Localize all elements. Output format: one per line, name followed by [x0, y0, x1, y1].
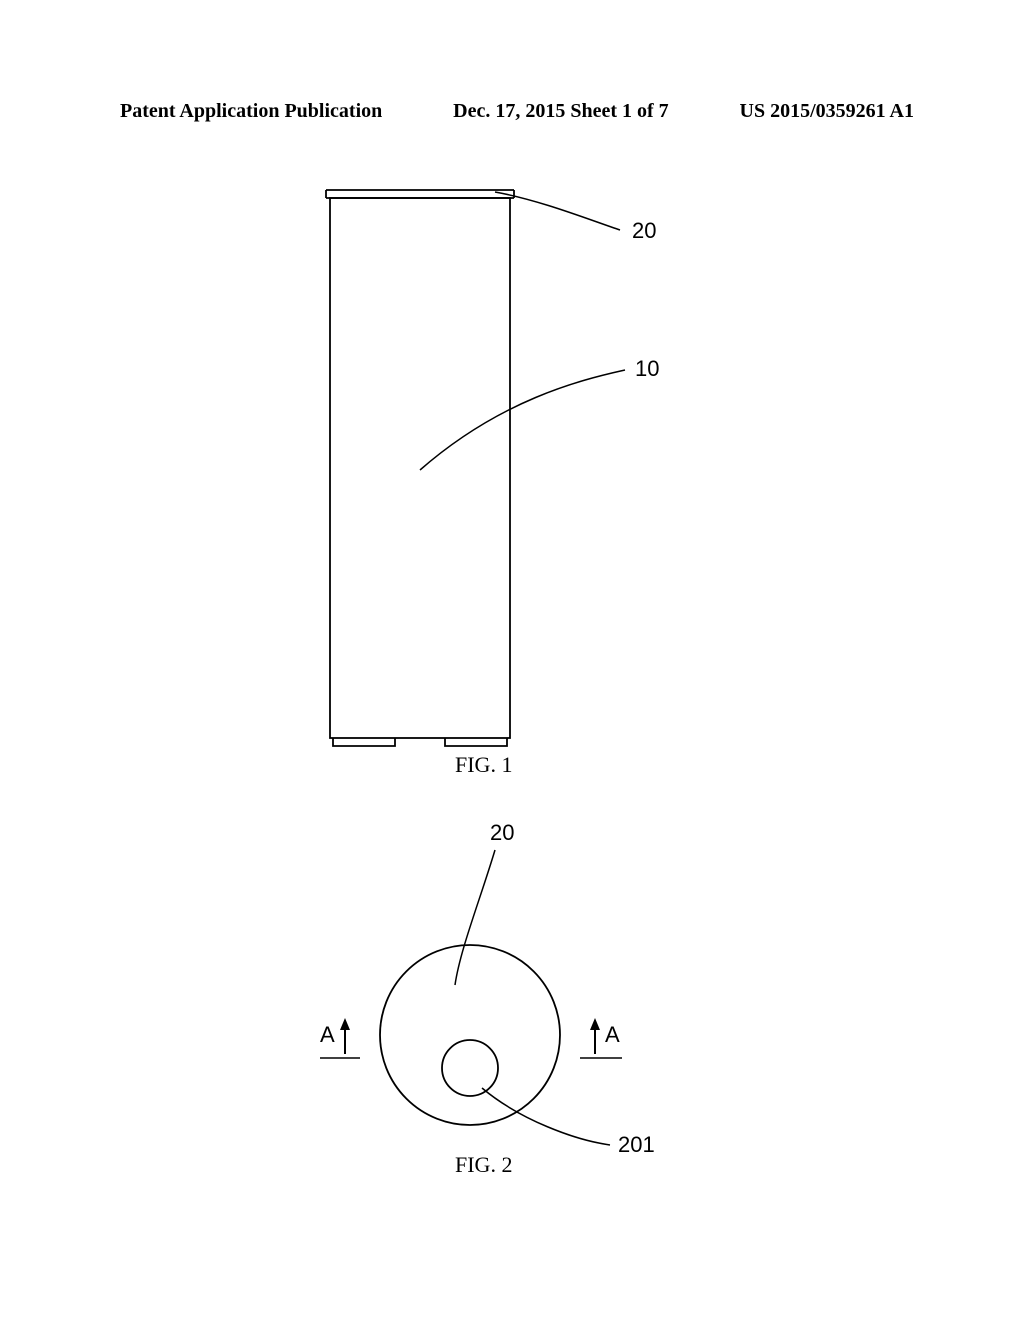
page-header: Patent Application Publication Dec. 17, …: [120, 100, 914, 123]
figure-area: 20 10 FIG. 1 20 201 A: [0, 170, 1024, 1190]
fig1-drawing: 20 10: [0, 170, 1024, 780]
fig2-section-right: A: [580, 1018, 622, 1058]
header-center: Dec. 17, 2015 Sheet 1 of 7: [453, 100, 669, 123]
header-left: Patent Application Publication: [120, 100, 382, 123]
svg-text:A: A: [320, 1022, 335, 1047]
fig2-label-20: 20: [490, 820, 514, 845]
fig2-drawing: 20 201 A A: [0, 810, 1024, 1190]
fig1-label-20: 20: [632, 218, 656, 243]
svg-text:A: A: [605, 1022, 620, 1047]
fig1-label-10: 10: [635, 356, 659, 381]
header-right: US 2015/0359261 A1: [740, 100, 914, 123]
fig2-caption: FIG. 2: [455, 1152, 512, 1178]
fig2-label-201: 201: [618, 1132, 655, 1157]
fig1-caption: FIG. 1: [455, 752, 512, 778]
fig2-section-left: A: [320, 1018, 360, 1058]
page: Patent Application Publication Dec. 17, …: [0, 0, 1024, 1320]
